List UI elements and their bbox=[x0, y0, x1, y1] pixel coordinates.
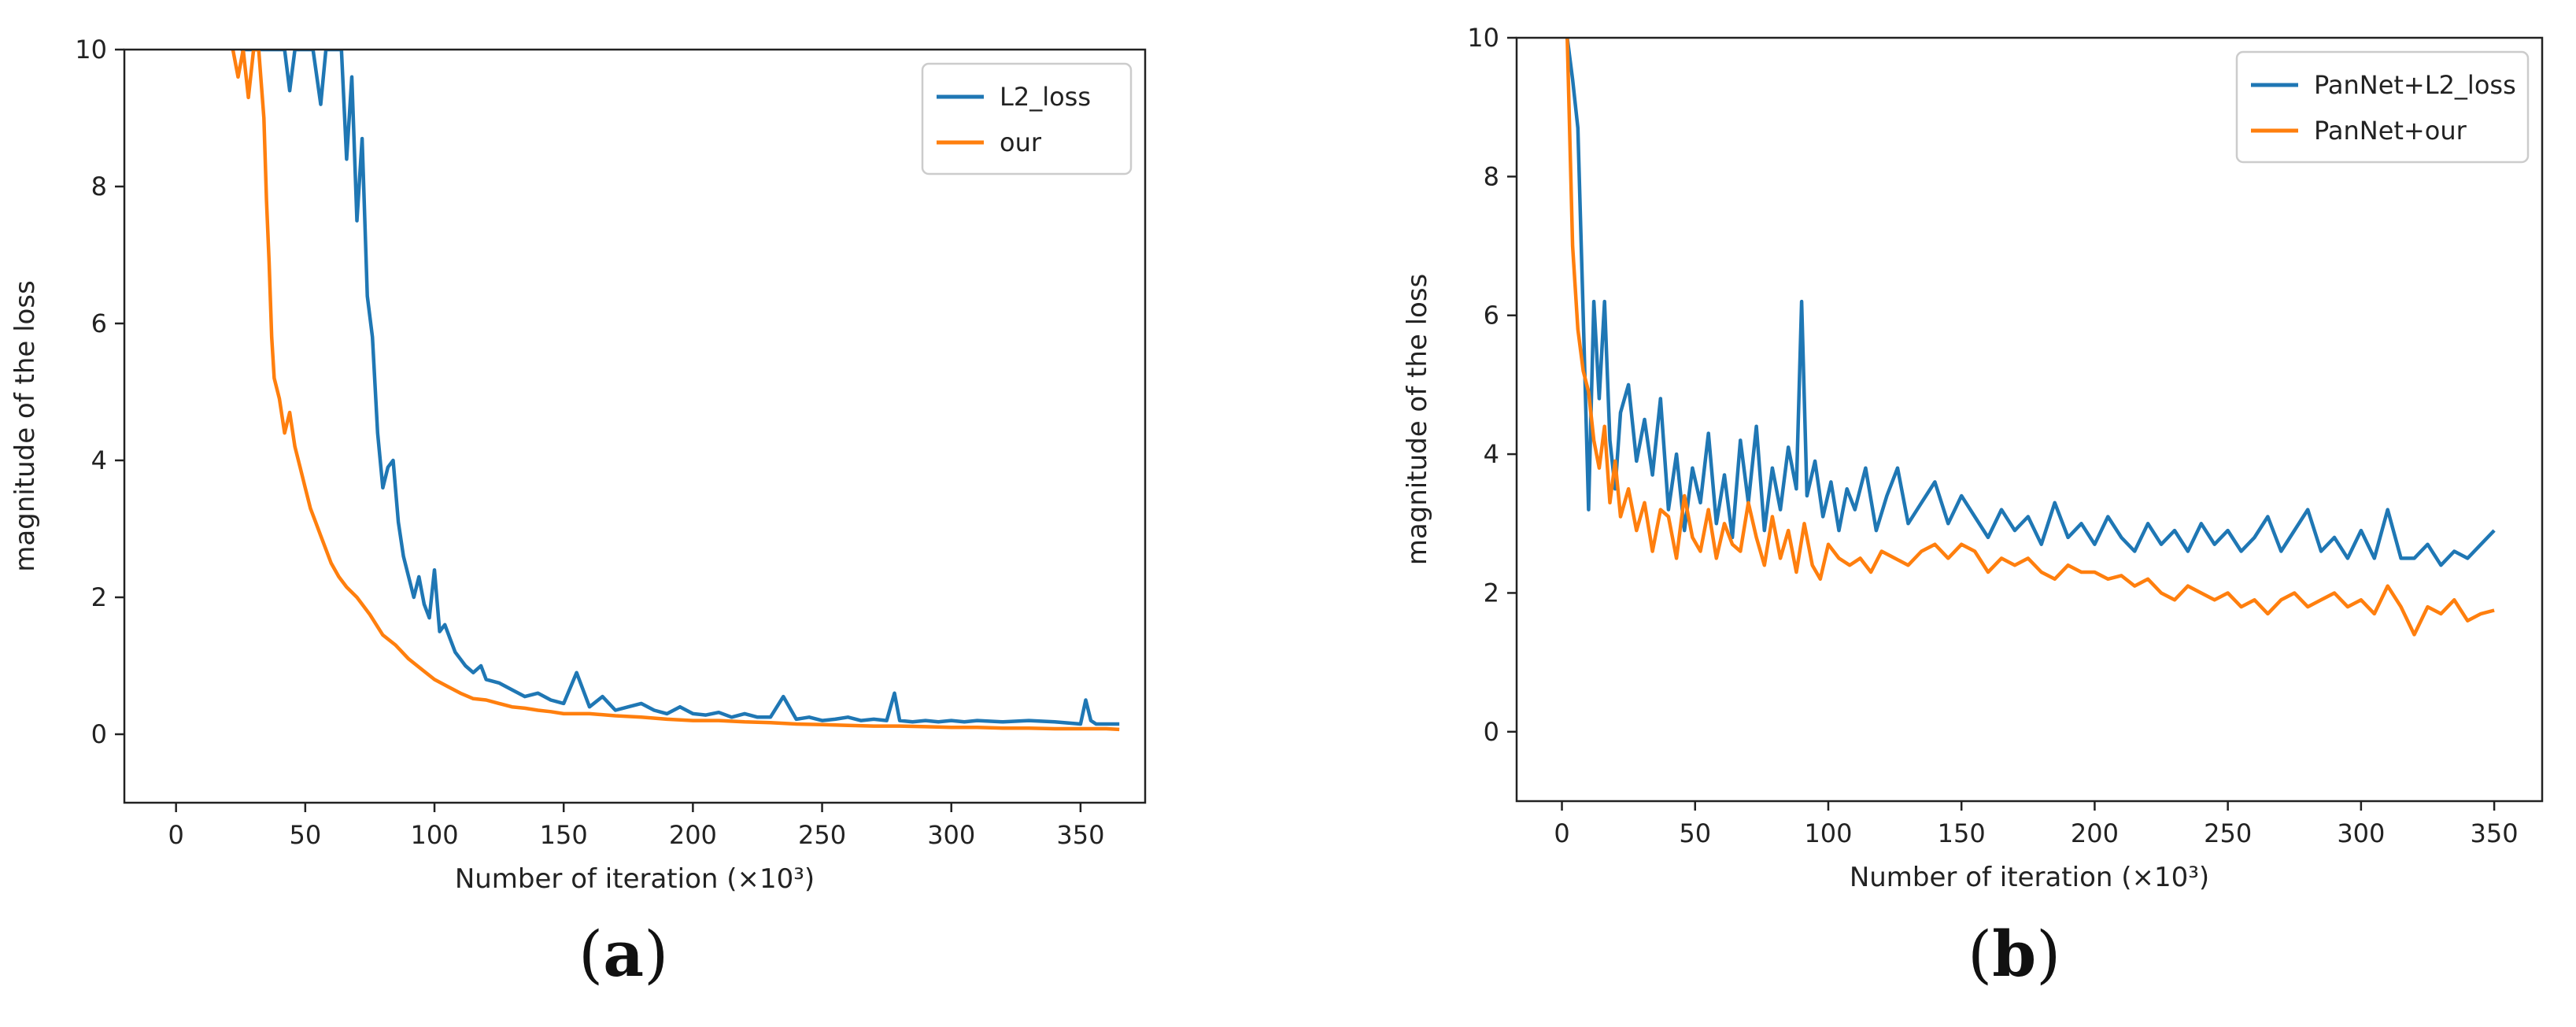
y-tick-label: 8 bbox=[1484, 161, 1499, 191]
x-tick-label: 0 bbox=[1554, 818, 1569, 848]
panel-label-a: (a) bbox=[578, 917, 669, 991]
y-axis-label: magnitude of the loss bbox=[1402, 274, 1433, 566]
plot-frame bbox=[1515, 36, 2544, 803]
series-line-our bbox=[231, 50, 1120, 732]
legend bbox=[2235, 50, 2530, 164]
y-tick-label: 8 bbox=[91, 172, 107, 201]
y-tick-label: 2 bbox=[1484, 578, 1499, 608]
x-tick-label: 50 bbox=[289, 820, 321, 850]
series-line-pannet-our bbox=[1565, 38, 2495, 637]
x-tick-label: 50 bbox=[1679, 818, 1711, 848]
x-tick-label: 350 bbox=[2471, 818, 2519, 848]
y-tick-label: 6 bbox=[91, 308, 107, 338]
legend bbox=[921, 62, 1133, 175]
x-tick-label: 150 bbox=[540, 820, 588, 850]
y-tick-label: 0 bbox=[1484, 717, 1499, 747]
x-tick-label: 250 bbox=[798, 820, 846, 850]
y-tick-label: 4 bbox=[91, 445, 107, 475]
y-axis-label: magnitude of the loss bbox=[9, 280, 41, 572]
legend-label: PanNet+our bbox=[2314, 116, 2467, 146]
x-tick-label: 300 bbox=[927, 820, 975, 850]
x-tick-label: 200 bbox=[669, 820, 717, 850]
x-tick-label: 200 bbox=[2071, 818, 2119, 848]
y-tick-label: 4 bbox=[1484, 439, 1499, 469]
y-tick-label: 10 bbox=[75, 35, 107, 65]
chart-b: 0 50 100 150 200 250 300 350 0 2 4 6 8 10 Number of it… bbox=[1402, 23, 2544, 893]
chart-a: 0 50 100 150 200 250 300 350 0 2 4 6 8 10 Number of it… bbox=[9, 35, 1147, 895]
x-axis-label: Number of iteration (×10³) bbox=[1850, 862, 2209, 893]
x-tick-label: 150 bbox=[1938, 818, 1986, 848]
x-tick-label: 0 bbox=[168, 820, 183, 850]
x-axis-label: Number of iteration (×10³) bbox=[455, 863, 815, 895]
series-line-l2-loss bbox=[240, 50, 1120, 726]
panel-label-b: (b) bbox=[1968, 917, 2061, 991]
x-tick-label: 250 bbox=[2204, 818, 2252, 848]
legend-label: PanNet+L2_loss bbox=[2314, 70, 2516, 100]
series-line-pannet-l2-loss bbox=[1565, 38, 2496, 567]
x-tick-label: 100 bbox=[1804, 818, 1852, 848]
plot-frame bbox=[123, 48, 1147, 804]
x-tick-label: 100 bbox=[410, 820, 458, 850]
y-tick-label: 6 bbox=[1484, 301, 1499, 331]
y-tick-label: 0 bbox=[91, 719, 107, 749]
x-tick-label: 350 bbox=[1056, 820, 1104, 850]
y-tick-label: 2 bbox=[91, 582, 107, 612]
legend-label: our bbox=[1000, 127, 1042, 157]
legend-label: L2_loss bbox=[1000, 82, 1091, 112]
y-tick-label: 10 bbox=[1467, 23, 1499, 53]
x-tick-label: 300 bbox=[2337, 818, 2385, 848]
